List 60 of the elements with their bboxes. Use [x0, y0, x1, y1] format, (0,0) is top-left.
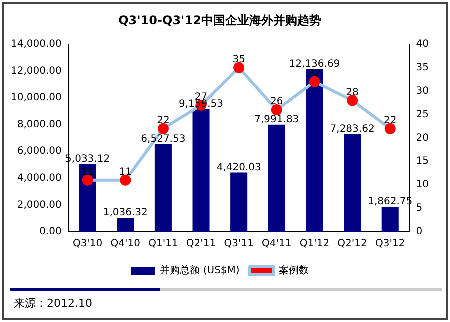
- y2-tick-label: 40: [416, 38, 430, 50]
- legend-label: 并购总额 (US$M): [160, 264, 240, 277]
- bar: [192, 109, 210, 232]
- data-label: 7,991.83: [254, 114, 300, 126]
- data-label: 11: [81, 167, 94, 178]
- y2-tick-label: 35: [416, 62, 430, 74]
- data-label: 28: [346, 87, 359, 98]
- x-tick-label: Q2'12: [338, 238, 368, 250]
- y-tick-label: 2,000.00: [17, 200, 62, 211]
- y2-tick-label: 5: [416, 203, 423, 214]
- y-tick-label: 8,000.00: [17, 119, 62, 130]
- data-label: 4,420.03: [216, 162, 262, 174]
- y-tick-label: 14,000.00: [10, 38, 62, 50]
- data-label: 6,527.53: [141, 134, 186, 146]
- data-label: 1,036.32: [103, 208, 148, 219]
- point: [234, 62, 245, 74]
- x-tick-label: Q4'10: [110, 238, 140, 250]
- legend-label: 案例数: [278, 264, 309, 277]
- bar: [230, 172, 248, 232]
- y2-tick-label: 0: [416, 226, 423, 238]
- y-tick-label: 10,000.00: [10, 92, 62, 104]
- bar: [268, 124, 286, 232]
- point: [120, 174, 132, 186]
- x-tick-label: Q3'12: [376, 238, 406, 250]
- bar: [79, 164, 96, 232]
- y-tick-label: 6,000.00: [17, 146, 62, 158]
- point: [82, 174, 94, 186]
- bar: [306, 69, 324, 232]
- chart-title: Q3'10-Q3'12中国企业海外并购趋势: [118, 13, 322, 28]
- y2-tick-label: 30: [416, 86, 430, 97]
- x-tick-label: Q4'11: [262, 238, 292, 250]
- point: [347, 95, 358, 106]
- source-note: 来源：2012.10: [14, 296, 92, 311]
- y-tick-label: 0.00: [40, 226, 62, 238]
- data-label: 7,283.62: [330, 124, 375, 135]
- bar: [117, 218, 134, 232]
- x-tick-label: Q3'11: [224, 238, 254, 250]
- data-label: 12,136.69: [289, 58, 340, 70]
- bar: [344, 134, 362, 232]
- data-label: 22: [157, 115, 170, 126]
- x-tick-label: Q2'11: [186, 238, 216, 250]
- x-tick-label: Q1'11: [148, 238, 178, 250]
- x-tick-label: Q3'10: [72, 238, 103, 250]
- y2-tick-label: 20: [416, 132, 430, 144]
- y2-tick-label: 15: [416, 156, 430, 168]
- point: [384, 123, 396, 134]
- y-tick-label: 12,000.00: [10, 66, 62, 77]
- data-label: 32: [308, 68, 322, 80]
- bar: [382, 207, 399, 232]
- data-label: 26: [270, 96, 284, 108]
- data-label: 35: [232, 54, 246, 66]
- data-label: 22: [384, 115, 397, 126]
- bar: [154, 144, 172, 232]
- point: [158, 123, 169, 134]
- point: [309, 76, 320, 88]
- y2-tick-label: 25: [416, 109, 430, 120]
- data-label: 11: [119, 167, 132, 178]
- y2-tick-label: 10: [416, 180, 430, 191]
- y-tick-label: 4,000.00: [17, 172, 62, 184]
- x-tick-label: Q1'12: [300, 238, 330, 250]
